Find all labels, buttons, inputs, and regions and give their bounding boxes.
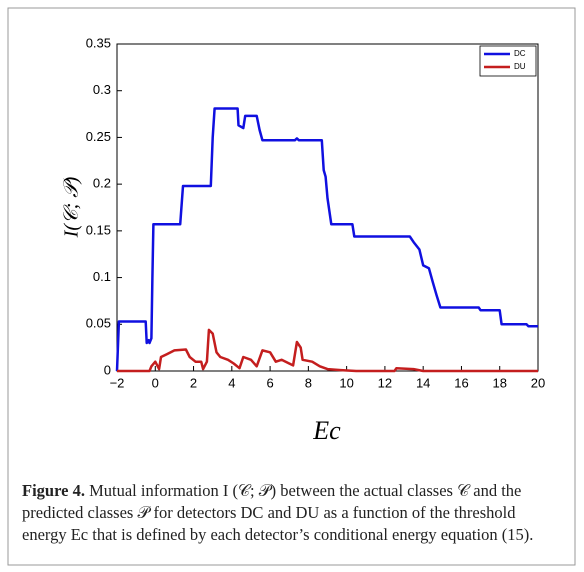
y-tick-label: 0.15	[86, 222, 111, 237]
legend-label: DU	[514, 62, 526, 71]
y-tick-label: 0.35	[86, 35, 111, 50]
x-tick-label: 18	[492, 375, 506, 390]
x-tick-label: 4	[228, 375, 235, 390]
x-tick-label: 12	[378, 375, 392, 390]
x-tick-label: 8	[305, 375, 312, 390]
y-tick-label: 0.2	[93, 176, 111, 191]
caption-text: Mutual information I (𝒞; 𝒫) between the …	[22, 481, 534, 544]
x-tick-label: 14	[416, 375, 430, 390]
plot-frame	[116, 43, 539, 372]
y-tick-label: 0.05	[86, 316, 111, 331]
x-tick-label: 20	[531, 375, 545, 390]
x-tick-label: 0	[152, 375, 159, 390]
y-tick-label: 0.3	[93, 82, 111, 97]
y-tick-label: 0	[104, 362, 111, 377]
x-tick-label: 2	[190, 375, 197, 390]
data-line	[115, 107, 538, 372]
x-tick-label: 16	[454, 375, 468, 390]
y-tick-label: 0.1	[93, 269, 111, 284]
x-axis-label: Ec	[312, 416, 341, 445]
x-tick-label: 6	[266, 375, 273, 390]
x-tick-label: −2	[110, 375, 125, 390]
figure-frame	[7, 7, 576, 566]
y-tick-label: 0.25	[86, 129, 111, 144]
legend-box	[479, 45, 537, 77]
y-axis-label: I(𝒞; 𝒫)	[61, 176, 83, 238]
caption: Figure 4. Mutual information I (𝒞; 𝒫) be…	[22, 480, 542, 546]
legend-label: DC	[514, 49, 526, 58]
x-tick-label: 10	[339, 375, 353, 390]
data-line	[117, 328, 538, 373]
caption-label: Figure 4.	[22, 481, 85, 500]
